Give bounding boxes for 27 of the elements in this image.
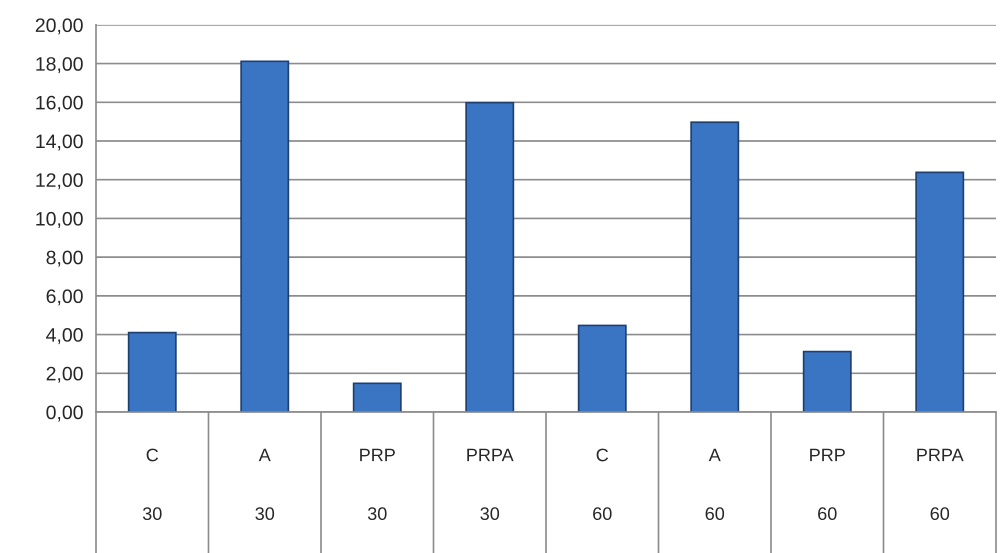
y-tick-label: 6,00 xyxy=(46,289,83,306)
y-tick-label: 20,00 xyxy=(36,18,83,34)
bar xyxy=(465,102,514,412)
bar xyxy=(240,60,290,412)
bar xyxy=(578,324,627,412)
y-tick-label: 8,00 xyxy=(46,250,83,267)
y-tick-label: 4,00 xyxy=(46,328,83,344)
y-tick-label: 14,00 xyxy=(36,134,83,151)
category-label: PRPA 60 xyxy=(917,448,964,520)
bar xyxy=(802,350,852,412)
category-label: A 60 xyxy=(706,448,724,520)
bar xyxy=(352,382,402,412)
y-tick-label: 2,00 xyxy=(46,366,83,383)
y-tick-label: 16,00 xyxy=(36,96,83,112)
category-label: C 30 xyxy=(142,448,162,520)
y-tick-label: 18,00 xyxy=(36,57,83,74)
category-label: C 60 xyxy=(593,448,612,520)
category-label: A 30 xyxy=(255,448,274,520)
category-label: PRP 30 xyxy=(360,448,395,520)
y-tick-label: 10,00 xyxy=(36,212,83,228)
bar xyxy=(915,172,964,412)
category-label: PRPA 30 xyxy=(467,448,514,520)
y-tick-label: 0,00 xyxy=(46,405,83,422)
bar xyxy=(690,121,740,412)
category-label: PRP 60 xyxy=(810,448,845,520)
bar xyxy=(128,332,177,412)
y-tick-label: 12,00 xyxy=(36,173,83,190)
